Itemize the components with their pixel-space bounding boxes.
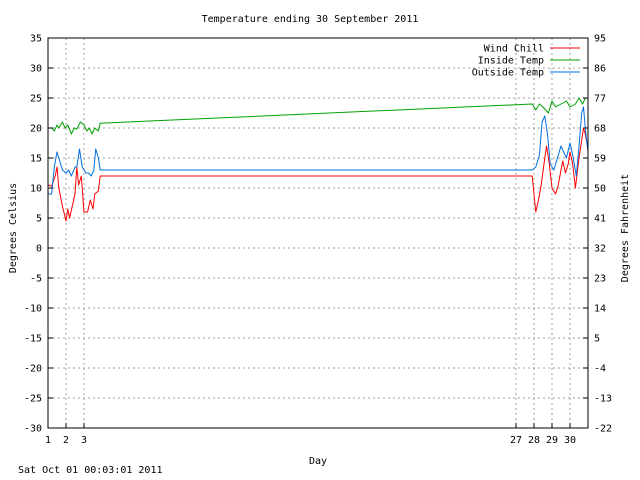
y2-tick-label: 32 (594, 244, 606, 255)
y2-tick-label: 5 (594, 334, 600, 345)
x-axis: 1 2 3 27 28 29 30 (45, 423, 576, 446)
y2-tick-label: 14 (594, 304, 606, 315)
legend-label-outside-temp: Outside Temp (472, 68, 544, 79)
x-tick-label: 29 (546, 435, 558, 446)
x-axis-label: Day (309, 456, 327, 467)
plot-frame (47, 37, 589, 429)
y2-tick-label: -4 (594, 364, 606, 375)
grid (48, 67, 588, 399)
y-tick-label: -20 (24, 364, 42, 375)
day-markers (65, 38, 571, 428)
y2-tick-label: 23 (594, 274, 606, 285)
y2-tick-label: 50 (594, 184, 606, 195)
legend-label-wind-chill: Wind Chill (484, 44, 544, 55)
y2-tick-label: 77 (594, 94, 606, 105)
x-tick-label: 1 (45, 435, 51, 446)
y-tick-label: -30 (24, 424, 42, 435)
y-tick-label: -15 (24, 334, 42, 345)
y-tick-label: 15 (30, 154, 42, 165)
series-line-outside-temp (48, 106, 589, 195)
y-axis-right: 95 86 77 68 59 50 41 32 23 14 5 -4 -13 -22 (583, 34, 612, 435)
y-tick-label: 10 (30, 184, 42, 195)
x-tick-label: 28 (528, 435, 540, 446)
series-line-inside-temp (48, 97, 588, 135)
series-lines (47, 97, 589, 222)
y-tick-label: 5 (36, 214, 42, 225)
y-axis-label: Degrees Celsius (8, 183, 19, 273)
y2-tick-label: 86 (594, 64, 606, 75)
x-tick-label: 27 (510, 435, 522, 446)
y-tick-label: 0 (36, 244, 42, 255)
y-tick-label: -5 (30, 274, 42, 285)
legend-label-inside-temp: Inside Temp (478, 56, 544, 67)
x-tick-label: 30 (564, 435, 576, 446)
y2-axis-label: Degrees Fahrenheit (620, 174, 631, 282)
x-tick-label: 2 (63, 435, 69, 446)
y2-tick-label: 68 (594, 124, 606, 135)
y-tick-label: 25 (30, 94, 42, 105)
y2-tick-label: 95 (594, 34, 606, 45)
y2-tick-label: -13 (594, 394, 612, 405)
y-tick-label: 35 (30, 34, 42, 45)
y2-tick-label: -22 (594, 424, 612, 435)
chart-title: Temperature ending 30 September 2011 (202, 14, 419, 25)
series-line-wind-chill (47, 127, 589, 222)
y-tick-label: 30 (30, 64, 42, 75)
timestamp-footer: Sat Oct 01 00:03:01 2011 (18, 465, 163, 476)
y-tick-label: 20 (30, 124, 42, 135)
y2-tick-label: 41 (594, 214, 606, 225)
y2-tick-label: 59 (594, 154, 606, 165)
x-tick-label: 3 (81, 435, 87, 446)
y-axis-left: 35 30 25 20 15 10 5 0 -5 -10 -15 -20 -25 -30 (24, 34, 53, 435)
y-tick-label: -10 (24, 304, 42, 315)
y-tick-label: -25 (24, 394, 42, 405)
